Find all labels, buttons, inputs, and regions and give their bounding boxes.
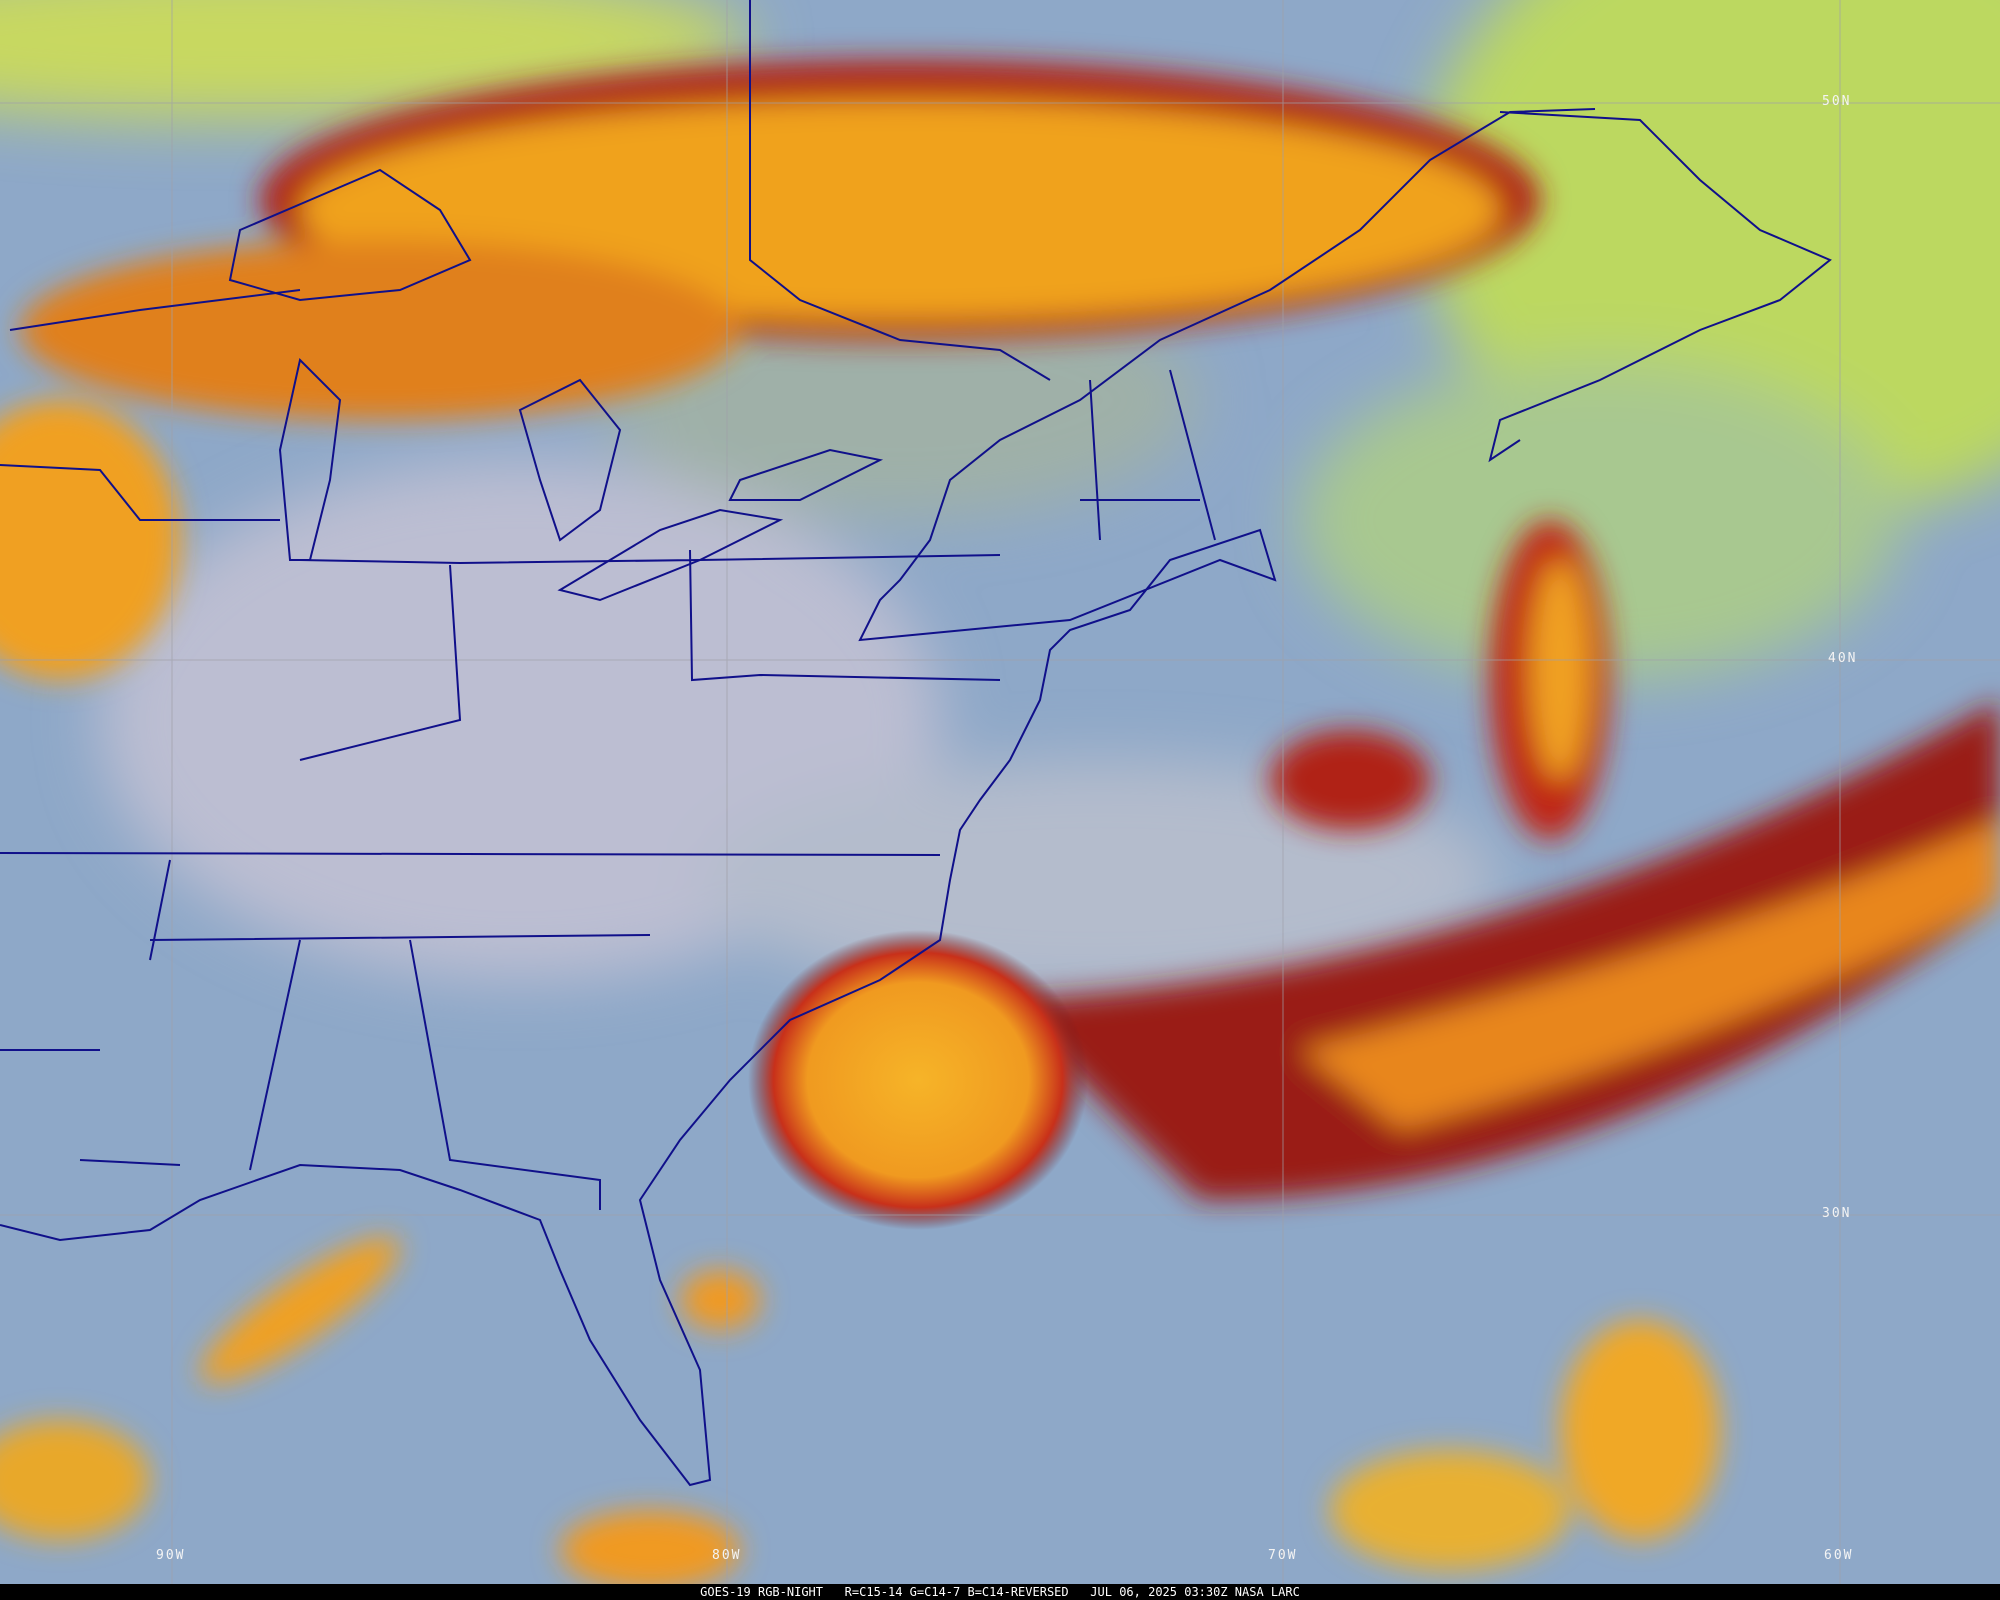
storm-system [748,930,1088,1230]
coastlines-borders [0,0,1832,1487]
image-caption: GOES-19 RGB-NIGHT R=C15-14 G=C14-7 B=C14… [0,1584,2000,1600]
lon-label-90w: 90W [156,1548,186,1563]
lon-label-70w: 70W [1268,1548,1298,1563]
lat-label-50n: 50N [1822,94,1852,109]
high-clouds [0,60,2000,1590]
lat-label-30n: 30N [1822,1206,1852,1221]
lat-label-40n: 40N [1828,651,1858,666]
lon-label-80w: 80W [712,1548,742,1563]
lon-label-60w: 60W [1824,1548,1854,1563]
